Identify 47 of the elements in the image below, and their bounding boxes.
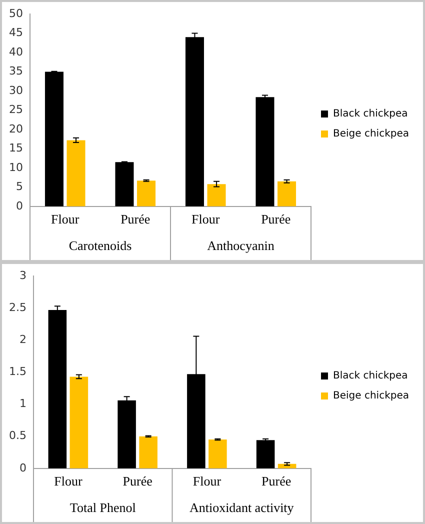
x-tick-label: Flour: [54, 474, 83, 489]
bar: [66, 140, 86, 206]
y-tick-label: 2: [19, 332, 26, 346]
x-tick-label: Flour: [51, 212, 80, 227]
text: Anthocyanin: [207, 238, 275, 253]
legend-label: Black chickpea: [333, 108, 408, 120]
bar: [44, 72, 64, 206]
x-tick-label: Flour: [192, 212, 220, 227]
bar: [256, 440, 275, 468]
y-tick-label: 25: [8, 103, 23, 116]
y-tick-label: 30: [8, 84, 23, 97]
y-tick-label: 1: [19, 397, 26, 410]
x-tick-label: Purée: [122, 474, 153, 489]
bar: [48, 310, 67, 468]
x-tick-label: Purée: [120, 212, 150, 227]
bar: [207, 184, 226, 206]
bar: [137, 180, 156, 206]
bar: [139, 436, 158, 468]
y-tick-label: 15: [8, 142, 23, 155]
bar: [278, 181, 296, 206]
y-tick-label: 2.5: [8, 300, 26, 314]
text: Antioxidant activity: [189, 500, 294, 515]
bar: [208, 440, 227, 468]
bar: [256, 97, 274, 206]
x-tick-label: Purée: [261, 212, 291, 227]
y-tick-label: 5: [16, 180, 23, 194]
y-tick-label: 3: [19, 268, 26, 282]
y-tick-label: 50: [8, 6, 23, 20]
bar: [70, 376, 88, 468]
y-tick-label: 0: [19, 461, 26, 474]
y-tick-label: 40: [8, 45, 23, 58]
y-tick-label: 20: [8, 122, 23, 136]
y-tick-label: 35: [8, 64, 23, 78]
text: Carotenoids: [68, 238, 132, 253]
x-tick-label: Flour: [192, 474, 222, 489]
y-tick-label: 0.5: [8, 429, 26, 442]
y-tick-label: 45: [8, 26, 23, 40]
y-tick-label: 0: [16, 199, 23, 212]
y-tick-label: 1.5: [8, 365, 26, 378]
legend-label: Beige chickpea: [333, 390, 410, 402]
x-tick-label: Purée: [262, 474, 292, 489]
bar: [118, 400, 136, 468]
legend-label: Beige chickpea: [333, 128, 410, 140]
legend-label: Black chickpea: [333, 370, 408, 382]
y-tick-label: 10: [8, 160, 23, 174]
text: Total Phenol: [70, 500, 136, 515]
bar: [115, 162, 134, 206]
